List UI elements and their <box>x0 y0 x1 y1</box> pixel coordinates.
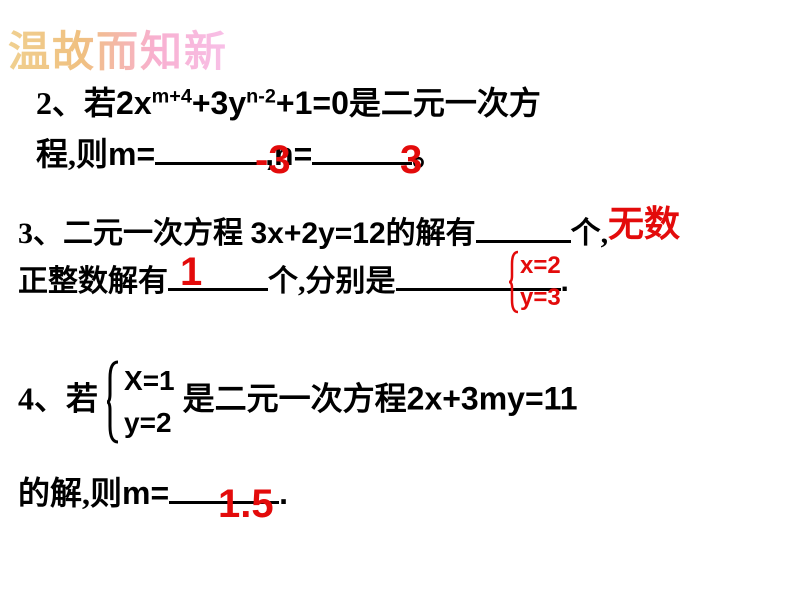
brace-icon-small <box>508 250 522 314</box>
answer-soly: y=3 <box>520 282 561 314</box>
p3-mid1: 的解有 <box>386 217 476 250</box>
p2-sup1: m+4 <box>152 85 192 107</box>
p4-period: . <box>279 475 288 511</box>
brace-icon <box>106 360 122 444</box>
blank-m <box>155 130 265 165</box>
p4-mlabel: m= <box>122 475 169 511</box>
p3-prefix: 3、二元一次方程 <box>18 217 251 250</box>
answer-one: 1 <box>180 250 202 295</box>
blank-n <box>312 130 412 165</box>
p3-eq: 3x+2y=12 <box>251 217 386 250</box>
problem-4: 4、若 X=1 y=2 是二元一次方程2x+3my=11 的解,则m=. <box>18 360 778 519</box>
p2-mid1: 是二元一次方 <box>349 85 541 121</box>
p4-eq: 2x+3my=11 <box>407 380 578 416</box>
p4-mid: 是二元一次方程 <box>183 380 407 416</box>
p2-expr2: +3y <box>192 85 246 121</box>
p2-mlabel: m= <box>108 136 155 172</box>
p4-line2a: 的解,则 <box>18 475 122 511</box>
slide-title: 温故而知新 <box>8 18 228 79</box>
system-brace: X=1 y=2 <box>106 360 175 444</box>
answer-wushu: 无数 <box>608 195 680 247</box>
answer-solution-group: x=2 y=3 <box>520 250 561 315</box>
p4-prefix: 4、若 <box>18 380 98 416</box>
p3-period: . <box>561 265 569 298</box>
p2-prefix: 2、若 <box>36 85 116 121</box>
p2-expr3: +1=0 <box>276 85 349 121</box>
answer-n: 3 <box>400 138 422 183</box>
blank-count <box>476 210 571 243</box>
p2-sup2: n-2 <box>246 85 276 107</box>
p2-expr1: 2x <box>116 85 152 121</box>
p3-unit1: 个, <box>571 217 609 250</box>
p3-line2a: 正整数解有 <box>18 265 168 298</box>
answer-m2: 1.5 <box>218 482 274 527</box>
answer-solx: x=2 <box>520 250 561 282</box>
sys-y: y=2 <box>124 402 175 444</box>
sys-x: X=1 <box>124 360 175 402</box>
problem-2: 2、若2xm+4+3yn-2+1=0是二元一次方 程,则m=,n=。 <box>36 78 756 180</box>
p3-unit2: 个,分别是 <box>268 265 396 298</box>
p2-line2a: 程,则 <box>36 136 108 172</box>
answer-m: -3 <box>255 138 291 183</box>
